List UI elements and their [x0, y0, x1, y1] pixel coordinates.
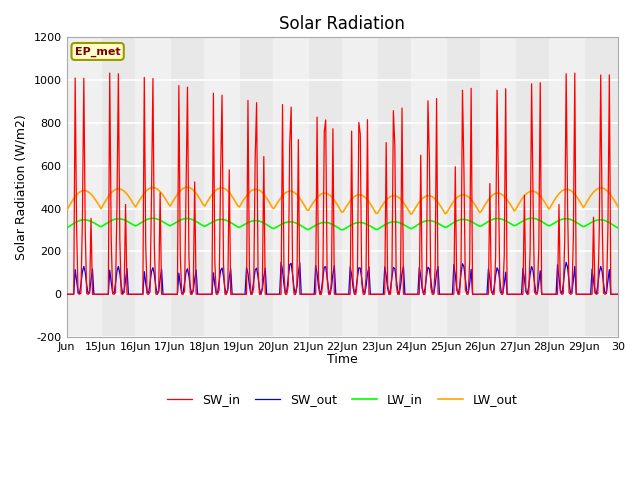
SW_out [81, 270, 89, 276]
SW_out [563, 259, 570, 265]
Line: LW_in: LW_in [67, 218, 618, 230]
LW_in [459, 216, 467, 222]
LW_out [541, 199, 548, 205]
LW_out [614, 204, 622, 210]
Bar [480, 37, 515, 337]
SW_in [99, 291, 106, 297]
SW_in [538, 291, 545, 297]
LW_out [81, 188, 89, 193]
Line: SW_in: SW_in [67, 73, 618, 294]
Text: EP_met: EP_met [75, 47, 120, 57]
SW_out [614, 291, 622, 297]
SW_out [456, 284, 463, 290]
Y-axis label: Solar Radiation (W/m2): Solar Radiation (W/m2) [15, 114, 28, 260]
Legend: SW_in, SW_out, LW_in, LW_out: SW_in, SW_out, LW_in, LW_out [162, 388, 523, 411]
LW_out [612, 201, 620, 207]
LW_out [459, 192, 467, 198]
LW_in [149, 216, 157, 221]
SW_in [81, 228, 89, 234]
LW_out [348, 196, 355, 202]
LW_in [63, 225, 70, 231]
SW_out [346, 264, 354, 270]
SW_in [456, 291, 463, 297]
Bar [342, 37, 377, 337]
LW_out [184, 184, 191, 190]
LW_in [541, 220, 548, 226]
LW_in [349, 221, 357, 227]
LW_in [81, 217, 89, 223]
LW_out [63, 208, 70, 214]
Bar [67, 37, 101, 337]
Bar [136, 37, 170, 337]
Line: LW_out: LW_out [67, 187, 618, 214]
SW_in [346, 291, 354, 297]
LW_out [99, 203, 106, 209]
Bar [549, 37, 584, 337]
Bar [273, 37, 308, 337]
Bar [412, 37, 445, 337]
SW_out [538, 291, 545, 297]
LW_out [407, 211, 415, 217]
LW_in [612, 224, 620, 230]
Line: SW_out: SW_out [67, 262, 618, 294]
SW_in [63, 291, 70, 297]
X-axis label: Time: Time [327, 353, 358, 366]
Bar [204, 37, 239, 337]
SW_in [611, 291, 619, 297]
LW_in [338, 227, 346, 233]
Title: Solar Radiation: Solar Radiation [279, 15, 405, 33]
SW_out [99, 291, 106, 297]
SW_in [571, 70, 579, 76]
LW_in [99, 223, 106, 229]
SW_out [611, 291, 619, 297]
SW_out [63, 291, 70, 297]
SW_in [614, 291, 622, 297]
LW_in [614, 225, 622, 231]
